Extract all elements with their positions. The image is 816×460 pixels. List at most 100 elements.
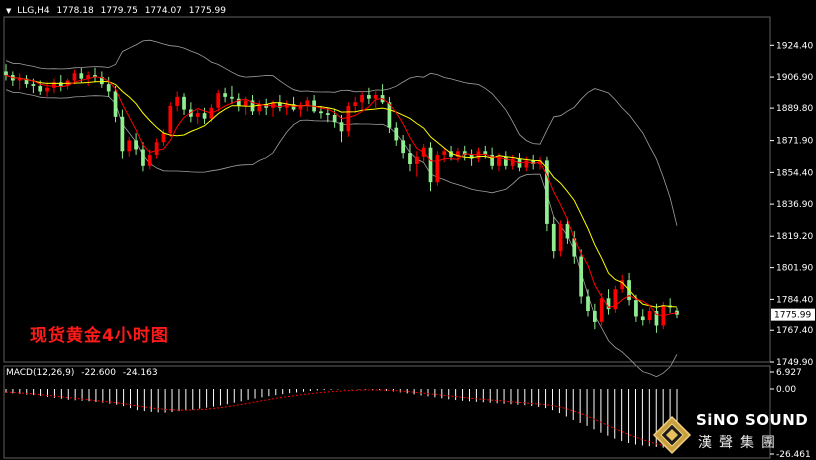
candle xyxy=(387,96,392,134)
candle xyxy=(127,136,132,157)
candle-body xyxy=(613,289,618,310)
candle-body xyxy=(483,151,488,155)
candle-body xyxy=(230,96,234,99)
candle xyxy=(230,85,234,105)
candle-body xyxy=(640,316,645,321)
candle xyxy=(503,151,508,170)
candle-body xyxy=(134,140,138,150)
candle xyxy=(339,115,344,143)
candle-body xyxy=(586,296,590,312)
diamond-emblem-icon xyxy=(652,415,692,455)
candle-body xyxy=(545,160,549,224)
candle-body xyxy=(257,104,262,112)
candle-body xyxy=(620,280,625,290)
candle xyxy=(435,151,440,186)
sino-sound-logo: SiNO SOUND 漢聲集團 xyxy=(652,405,812,457)
candle-body xyxy=(332,115,337,123)
macd-tick-label: -26.461 xyxy=(776,450,811,460)
macd-frame-border xyxy=(3,365,771,459)
candle-body xyxy=(161,133,166,143)
candle xyxy=(120,109,125,159)
candle-body xyxy=(401,140,405,154)
candle xyxy=(65,78,70,90)
candle-body xyxy=(360,95,364,103)
price-panel-frame xyxy=(3,16,771,363)
candle-body xyxy=(572,238,577,257)
candle-body xyxy=(373,95,378,99)
candle xyxy=(613,285,618,313)
candle xyxy=(586,289,590,317)
candle xyxy=(599,292,604,326)
candle-body xyxy=(45,87,49,92)
candle xyxy=(134,133,138,155)
candle-body xyxy=(147,154,152,166)
candle xyxy=(325,107,330,123)
candle-body xyxy=(565,223,570,239)
candle-body xyxy=(647,311,652,321)
candle-body xyxy=(31,84,36,86)
price-frame-border xyxy=(3,16,771,363)
candle xyxy=(141,142,145,172)
candle-body xyxy=(319,111,323,114)
candle-body xyxy=(127,140,132,152)
candle-body xyxy=(579,256,584,297)
candle xyxy=(346,102,351,137)
moving-averages xyxy=(5,74,678,317)
candle-body xyxy=(17,78,22,81)
price-tick-label: 1924.40 xyxy=(776,41,813,51)
candle-body xyxy=(120,116,125,152)
candle xyxy=(565,218,570,244)
collapse-triangle-icon[interactable]: ▼ xyxy=(6,7,12,15)
candle-body xyxy=(243,100,248,106)
candle xyxy=(579,249,584,304)
candlesticks xyxy=(4,64,679,333)
candle xyxy=(647,307,652,324)
price-tick-label: 1801.90 xyxy=(776,264,813,274)
candle xyxy=(572,231,577,264)
candle-body xyxy=(497,156,501,166)
candle xyxy=(531,154,536,170)
candle xyxy=(4,64,8,81)
candle-body xyxy=(394,127,399,141)
candle xyxy=(93,67,97,83)
macd-signal-value: -24.163 xyxy=(122,368,158,378)
candle-body xyxy=(408,153,412,165)
candle xyxy=(284,100,289,116)
candle xyxy=(640,309,645,326)
candle-body xyxy=(298,105,303,110)
candle-body xyxy=(449,151,453,157)
candle-body xyxy=(510,158,515,166)
price-tick-label: 1784.40 xyxy=(776,295,813,305)
candle xyxy=(668,298,673,313)
current-price-label: 1775.99 xyxy=(774,311,811,321)
macd-signal-line xyxy=(5,389,678,449)
candle-body xyxy=(189,109,193,117)
brand-name-cn: 漢聲集團 xyxy=(698,435,782,451)
candle-body xyxy=(106,84,111,92)
candle xyxy=(606,289,611,315)
candle-body xyxy=(141,149,145,166)
candle-body xyxy=(154,142,159,155)
candle-body xyxy=(456,151,460,157)
candle xyxy=(24,75,29,88)
candle-body xyxy=(592,311,597,322)
candle xyxy=(257,100,262,116)
candle-body xyxy=(353,102,358,106)
candle-body xyxy=(462,151,467,155)
candle-body xyxy=(58,82,63,86)
candle-body xyxy=(168,105,173,134)
candle xyxy=(367,87,371,105)
brand-name-en: SiNO SOUND xyxy=(696,411,809,429)
macd-label: MACD(12,26,9) xyxy=(6,368,75,378)
candle-body xyxy=(284,104,289,108)
candle xyxy=(558,220,563,257)
macd-tick-label: 6.927 xyxy=(776,368,802,378)
candle xyxy=(236,93,241,112)
candle-body xyxy=(531,160,536,165)
candle-body xyxy=(442,151,447,155)
candle xyxy=(312,95,316,114)
candle xyxy=(168,102,173,137)
candle-body xyxy=(236,98,241,106)
candle-body xyxy=(86,75,91,79)
